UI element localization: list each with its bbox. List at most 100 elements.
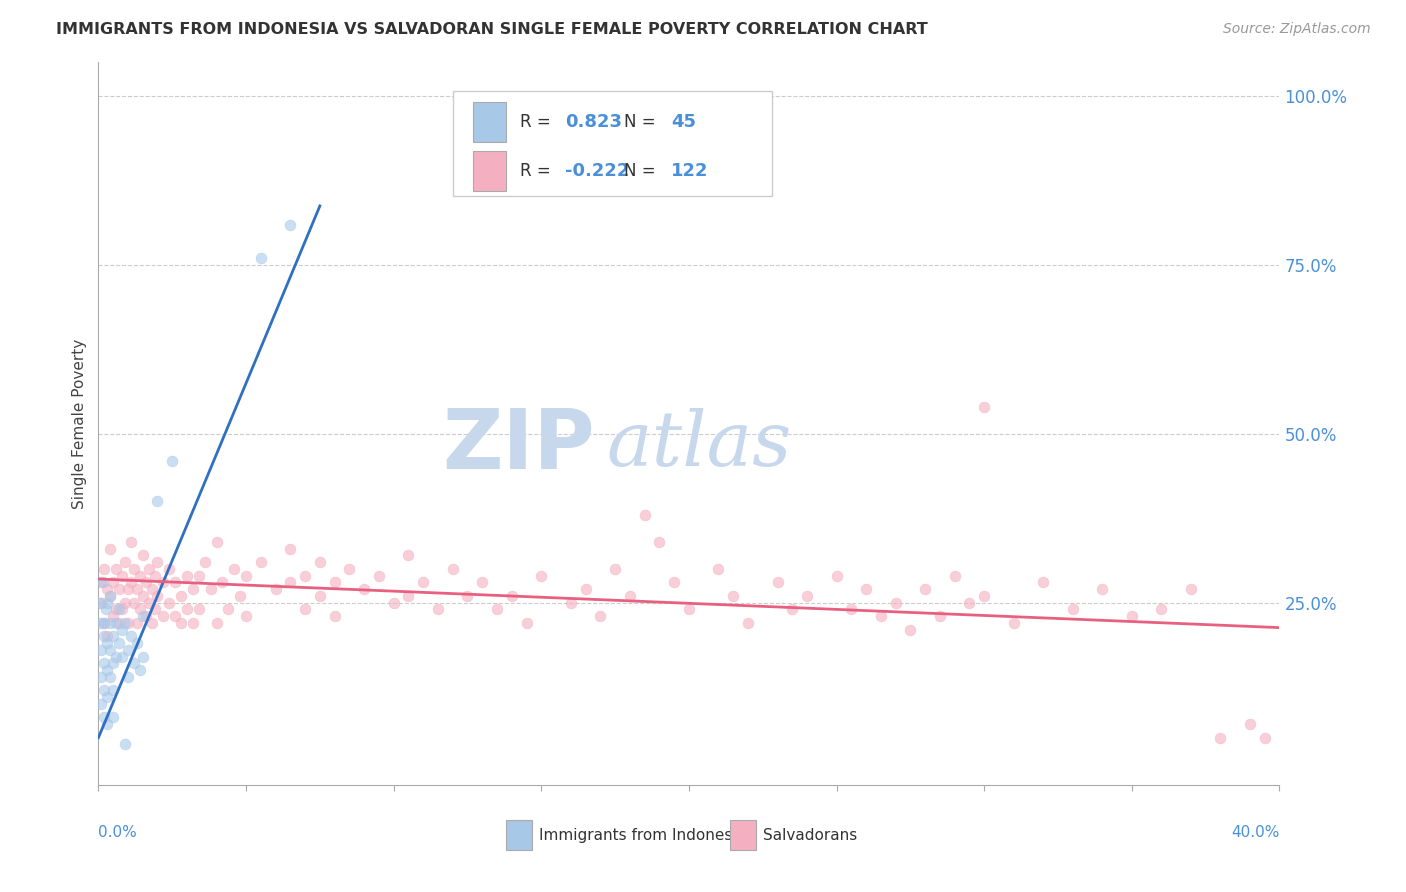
- Point: [973, 589, 995, 603]
- Point: [412, 575, 434, 590]
- Point: [294, 602, 316, 616]
- Point: [108, 602, 131, 616]
- Point: [766, 575, 789, 590]
- Point: [132, 589, 155, 603]
- Point: [93, 683, 115, 698]
- Bar: [506, 820, 531, 850]
- Point: [294, 568, 316, 582]
- Text: 40.0%: 40.0%: [1232, 825, 1279, 839]
- Point: [90, 596, 112, 610]
- Point: [176, 602, 198, 616]
- Text: Immigrants from Indonesia: Immigrants from Indonesia: [538, 828, 747, 843]
- Point: [96, 596, 118, 610]
- Point: [264, 582, 287, 596]
- Point: [91, 575, 114, 590]
- Point: [205, 534, 228, 549]
- Point: [782, 602, 804, 616]
- Point: [605, 562, 627, 576]
- Point: [1150, 602, 1173, 616]
- Point: [120, 534, 142, 549]
- Point: [98, 541, 121, 556]
- Point: [634, 508, 657, 522]
- Point: [368, 568, 391, 582]
- Point: [117, 615, 139, 630]
- Point: [1180, 582, 1202, 596]
- Point: [117, 670, 139, 684]
- Point: [152, 609, 174, 624]
- Point: [973, 400, 995, 414]
- Point: [96, 629, 118, 643]
- Point: [1032, 575, 1054, 590]
- Point: [181, 582, 204, 596]
- Point: [224, 562, 246, 576]
- Point: [89, 596, 111, 610]
- Text: R =: R =: [520, 113, 555, 131]
- Point: [339, 562, 361, 576]
- Point: [90, 697, 112, 711]
- Point: [1062, 602, 1084, 616]
- Point: [114, 615, 136, 630]
- Point: [96, 690, 118, 705]
- Point: [125, 615, 148, 630]
- Point: [309, 589, 332, 603]
- Point: [280, 575, 302, 590]
- Text: Salvadorans: Salvadorans: [763, 828, 858, 843]
- Point: [471, 575, 494, 590]
- Point: [146, 555, 169, 569]
- Text: ZIP: ZIP: [441, 405, 595, 486]
- Point: [959, 596, 981, 610]
- Point: [103, 683, 125, 698]
- Point: [135, 575, 157, 590]
- Point: [146, 494, 169, 508]
- Point: [398, 589, 420, 603]
- Point: [120, 575, 142, 590]
- Point: [723, 589, 745, 603]
- Point: [108, 636, 131, 650]
- Text: R =: R =: [520, 162, 555, 180]
- Point: [125, 582, 148, 596]
- Point: [170, 589, 193, 603]
- Point: [111, 649, 134, 664]
- Point: [96, 663, 118, 677]
- Point: [900, 623, 922, 637]
- Point: [138, 562, 160, 576]
- Point: [93, 629, 115, 643]
- Point: [157, 596, 180, 610]
- Point: [135, 609, 157, 624]
- Point: [176, 568, 198, 582]
- Point: [1239, 717, 1261, 731]
- Point: [128, 663, 150, 677]
- Text: 0.0%: 0.0%: [98, 825, 138, 839]
- FancyBboxPatch shape: [453, 91, 772, 196]
- Point: [103, 609, 125, 624]
- Y-axis label: Single Female Poverty: Single Female Poverty: [72, 339, 87, 508]
- Point: [1091, 582, 1114, 596]
- Point: [560, 596, 582, 610]
- Point: [575, 582, 598, 596]
- Bar: [472, 151, 506, 191]
- Point: [98, 589, 121, 603]
- Point: [90, 670, 112, 684]
- Point: [929, 609, 952, 624]
- Point: [441, 562, 464, 576]
- Point: [108, 582, 131, 596]
- Point: [323, 575, 346, 590]
- Point: [501, 589, 523, 603]
- Text: atlas: atlas: [606, 409, 792, 483]
- Point: [103, 575, 125, 590]
- Point: [157, 562, 180, 576]
- Point: [427, 602, 450, 616]
- Text: 0.823: 0.823: [565, 113, 621, 131]
- Point: [194, 555, 217, 569]
- Point: [103, 629, 125, 643]
- Point: [117, 643, 139, 657]
- Point: [132, 549, 155, 563]
- Point: [111, 623, 134, 637]
- Point: [114, 596, 136, 610]
- Point: [187, 568, 209, 582]
- Point: [165, 609, 187, 624]
- Point: [103, 710, 125, 724]
- Point: [707, 562, 730, 576]
- Text: Source: ZipAtlas.com: Source: ZipAtlas.com: [1223, 22, 1371, 37]
- Point: [114, 555, 136, 569]
